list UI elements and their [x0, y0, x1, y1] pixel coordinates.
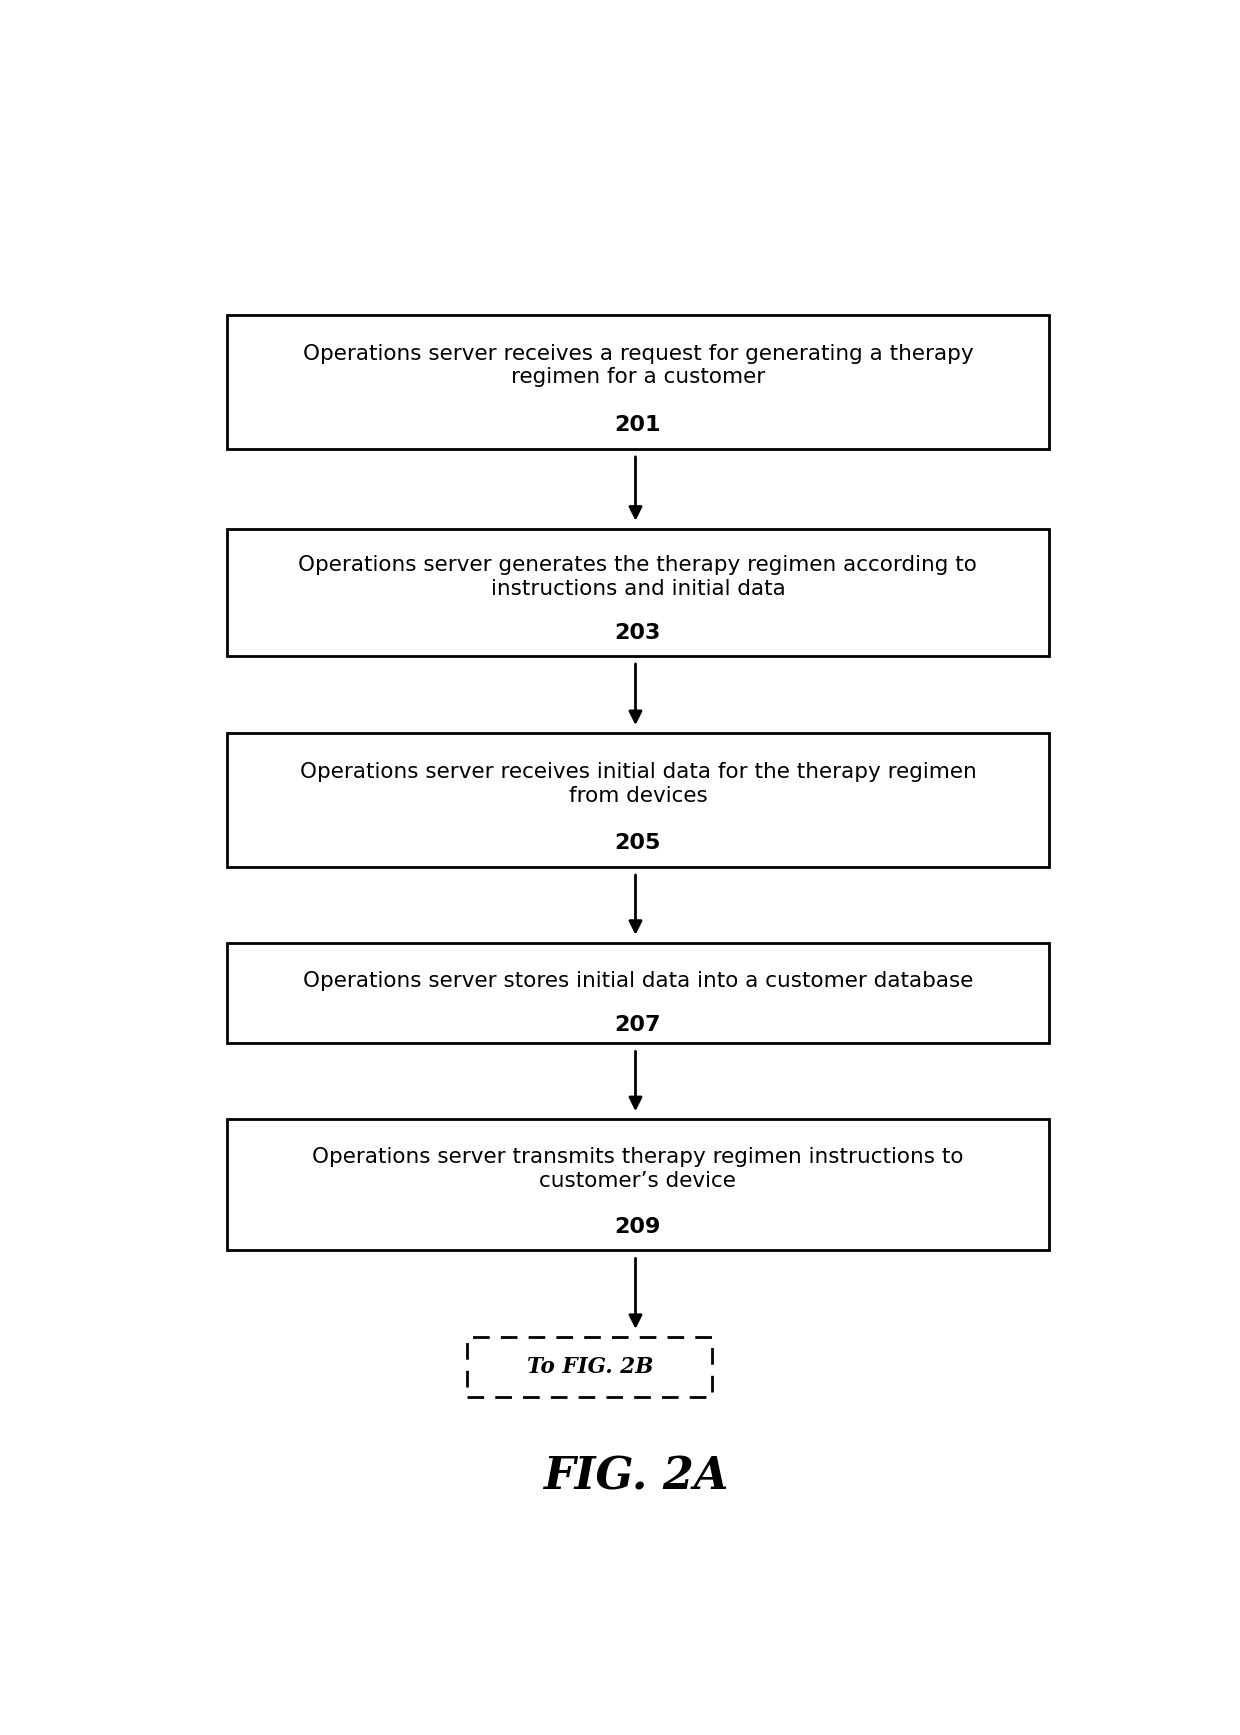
FancyBboxPatch shape	[227, 529, 1049, 656]
FancyBboxPatch shape	[227, 734, 1049, 868]
Text: To FIG. 2B: To FIG. 2B	[527, 1357, 653, 1378]
FancyBboxPatch shape	[227, 1119, 1049, 1251]
Text: Operations server receives a request for generating a therapy
regimen for a cust: Operations server receives a request for…	[303, 344, 973, 387]
FancyBboxPatch shape	[227, 944, 1049, 1043]
Text: 209: 209	[615, 1216, 661, 1237]
Text: 207: 207	[615, 1015, 661, 1036]
Text: Operations server generates the therapy regimen according to
instructions and in: Operations server generates the therapy …	[299, 555, 977, 599]
Text: Operations server transmits therapy regimen instructions to
customer’s device: Operations server transmits therapy regi…	[312, 1147, 963, 1190]
Text: FIG. 2A: FIG. 2A	[543, 1456, 728, 1499]
Text: Operations server stores initial data into a customer database: Operations server stores initial data in…	[303, 972, 973, 991]
Text: 201: 201	[615, 415, 661, 435]
FancyBboxPatch shape	[467, 1338, 713, 1397]
Text: 205: 205	[615, 833, 661, 854]
FancyBboxPatch shape	[227, 316, 1049, 449]
Text: 203: 203	[615, 623, 661, 644]
Text: Operations server receives initial data for the therapy regimen
from devices: Operations server receives initial data …	[300, 762, 976, 805]
